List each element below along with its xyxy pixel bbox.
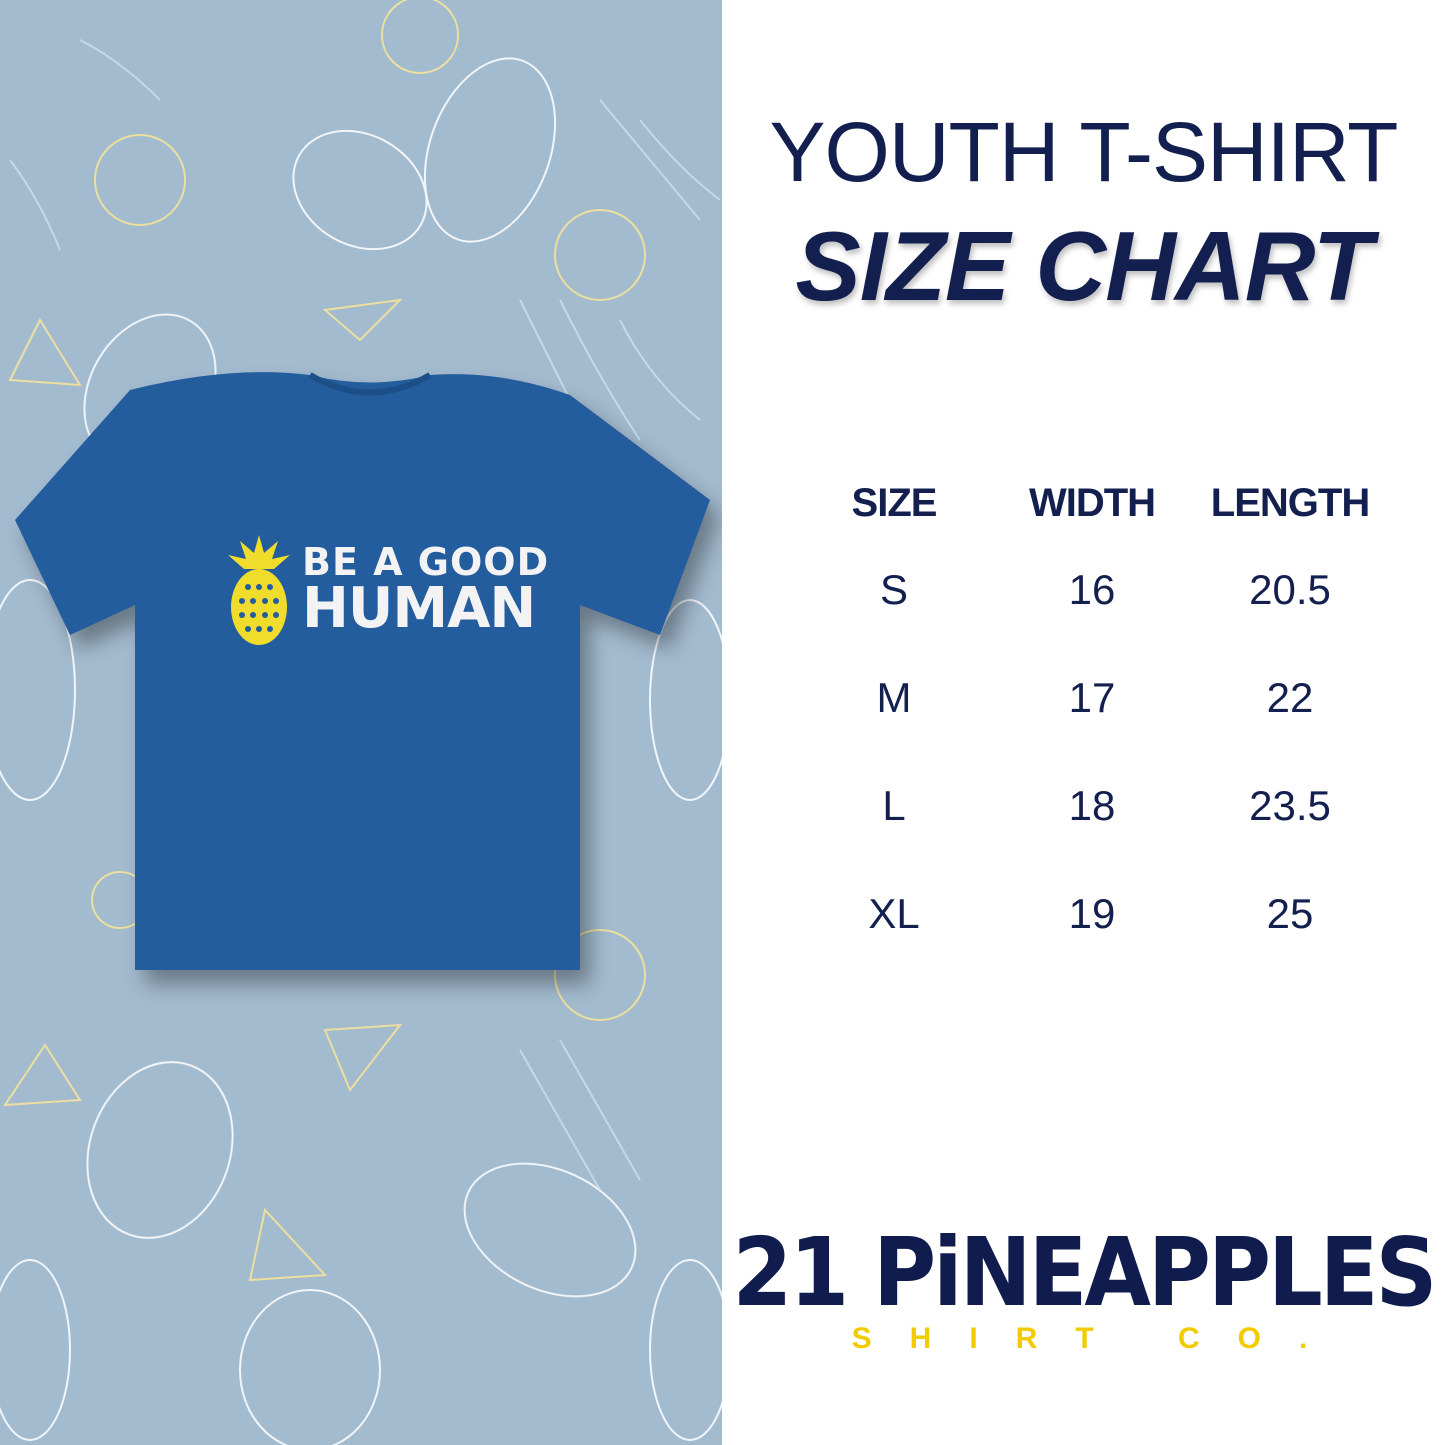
logo-name: 21 PiNEAPPLES xyxy=(732,1218,1438,1328)
table-row: L 18 23.5 xyxy=(795,752,1389,860)
table-row: S 16 20.5 xyxy=(795,536,1389,644)
pineapple-pattern-background xyxy=(0,0,722,1445)
cell-size: S xyxy=(879,566,908,613)
cell-size: L xyxy=(882,782,906,829)
cell-size: XL xyxy=(868,890,920,937)
brand-logo: 21 PiNEAPPLES SHIRT CO. xyxy=(722,1226,1445,1356)
header-length: LENGTH xyxy=(1210,480,1370,525)
t-shirt-image xyxy=(15,372,710,971)
cell-length: 22 xyxy=(1266,674,1314,721)
print-line-1: BE A GOOD xyxy=(302,540,550,584)
print-line-2: HUMAN xyxy=(302,576,536,641)
cell-width: 16 xyxy=(1068,566,1116,613)
title-line-2: SIZE CHART xyxy=(795,211,1372,321)
cell-length: 20.5 xyxy=(1249,566,1331,613)
table-row: M 17 22 xyxy=(795,644,1389,752)
shirt-print: BE A GOOD HUMAN xyxy=(226,535,549,645)
cell-length: 23.5 xyxy=(1249,782,1331,829)
header-width: WIDTH xyxy=(1028,480,1156,525)
pineapple-icon xyxy=(228,535,290,645)
table-header-row: SIZE WIDTH LENGTH xyxy=(795,470,1389,536)
cell-width: 19 xyxy=(1068,890,1116,937)
cell-width: 17 xyxy=(1068,674,1116,721)
logo-tagline: SHIRT CO. xyxy=(851,1322,1346,1355)
header-size: SIZE xyxy=(851,480,938,525)
table-row: XL 19 25 xyxy=(795,860,1389,968)
product-image-panel: BE A GOOD HUMAN xyxy=(0,0,722,1445)
cell-width: 18 xyxy=(1068,782,1116,829)
cell-length: 25 xyxy=(1266,890,1314,937)
title-line-1: YOUTH T-SHIRT xyxy=(769,105,1399,199)
size-chart-table: SIZE WIDTH LENGTH S 16 20.5 M 17 22 L 18… xyxy=(795,470,1389,968)
cell-size: M xyxy=(876,674,912,721)
